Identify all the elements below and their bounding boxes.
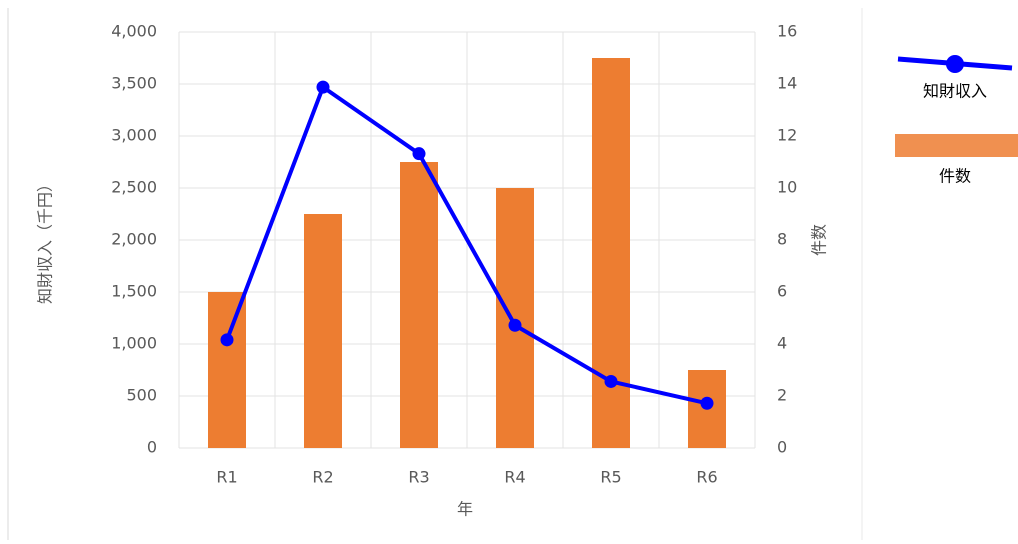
line-marker: [604, 374, 618, 388]
x-tick-label: R3: [408, 468, 429, 487]
legend-label: 知財収入: [923, 82, 987, 101]
line: [225, 84, 708, 406]
y-tick-label: 3,500: [111, 74, 157, 93]
y-tick-label: 2,500: [111, 178, 157, 197]
line-marker: [220, 333, 234, 347]
y-tick-label: 3,000: [111, 126, 157, 145]
y2-tick-label: 6: [777, 282, 787, 301]
y2-tick-label: 12: [777, 126, 797, 145]
line-marker: [700, 396, 714, 410]
y2-tick-label: 16: [777, 22, 797, 41]
y-tick-label: 2,000: [111, 230, 157, 249]
y2-tick-label: 2: [777, 386, 787, 405]
y-axis-title: 知財収入（千円）: [36, 176, 55, 304]
x-tick-label: R4: [504, 468, 525, 487]
y2-tick-label: 4: [777, 334, 787, 353]
y2-axis-title: 件数: [810, 224, 829, 256]
y-tick-label: 1,500: [111, 282, 157, 301]
x-tick-label: R1: [216, 468, 237, 487]
bar: [208, 292, 246, 448]
bar: [496, 188, 534, 448]
x-tick-label: R2: [312, 468, 333, 487]
y2-tick-label: 8: [777, 230, 787, 249]
line-marker: [412, 147, 426, 161]
y-tick-label: 0: [147, 438, 157, 457]
x-tick-label: R6: [696, 468, 717, 487]
legend-marker: [946, 55, 964, 73]
line-marker: [508, 318, 522, 332]
y-tick-label: 1,000: [111, 334, 157, 353]
y2-tick-label: 10: [777, 178, 797, 197]
bar: [400, 162, 438, 448]
bar: [304, 214, 342, 448]
y2-tick-label: 14: [777, 74, 797, 93]
x-axis-title: 年: [457, 500, 473, 519]
y-tick-label: 500: [126, 386, 157, 405]
legend-swatch: [895, 134, 1018, 157]
bar: [592, 58, 630, 448]
y2-tick-label: 0: [777, 438, 787, 457]
line-marker: [316, 80, 330, 94]
legend-label: 件数: [939, 167, 971, 186]
y-tick-label: 4,000: [111, 22, 157, 41]
x-tick-label: R5: [600, 468, 621, 487]
